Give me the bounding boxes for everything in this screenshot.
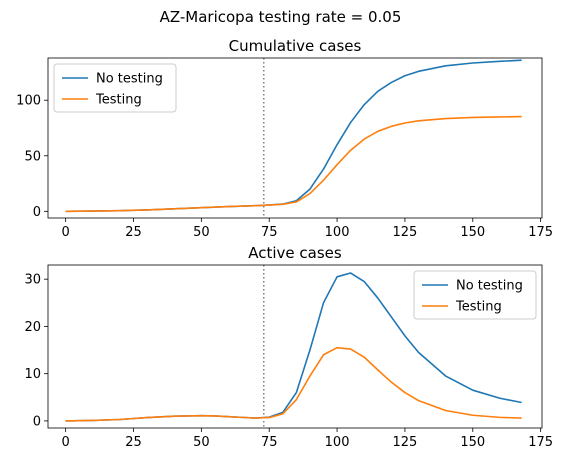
chart1-legend-label: No testing — [96, 72, 163, 87]
chart2-xtick-label: 25 — [125, 435, 142, 450]
chart1-title: Cumulative cases — [229, 37, 362, 55]
chart2-title: Active cases — [248, 244, 342, 262]
chart2-ytick-label: 30 — [24, 273, 41, 288]
chart1-xtick-label: 0 — [62, 225, 70, 240]
chart1-frame — [47, 57, 543, 219]
chart1-ytick-label: 100 — [16, 94, 41, 109]
chart2-xtick-label: 0 — [62, 435, 70, 450]
chart1-xtick-label: 125 — [393, 225, 418, 240]
chart1-legend: No testing Testing — [53, 63, 177, 113]
chart2-xtick-label: 75 — [261, 435, 278, 450]
chart2-xtick-label: 50 — [193, 435, 210, 450]
chart1-xtick-label: 75 — [261, 225, 278, 240]
chart2-ytick-label: 20 — [24, 320, 41, 335]
chart2-series-testing — [65, 346, 522, 422]
chart1-xtick-label: 25 — [125, 225, 142, 240]
chart1-xtick-label: 50 — [193, 225, 210, 240]
chart1-ytick-label: 0 — [33, 205, 41, 220]
chart1-axes: Cumulative cases 0 25 50 75 100 125 150 175 0 50 10… — [16, 37, 553, 240]
chart2-legend-label: No testing — [456, 279, 523, 294]
chart1-xtick-label: 175 — [528, 225, 553, 240]
chart2-xtick-label: 100 — [325, 435, 350, 450]
chart1-ytick-label: 50 — [24, 149, 41, 164]
chart2-legend-label: Testing — [455, 300, 502, 315]
chart2-legend: No testing Testing — [413, 270, 537, 320]
chart2-ytick-label: 10 — [24, 367, 41, 382]
chart2-xtick-label: 175 — [528, 435, 553, 450]
figure-title: AZ-Maricopa testing rate = 0.05 — [159, 8, 402, 26]
chart2-legend-box — [413, 270, 537, 320]
chart1-legend-label: Testing — [95, 93, 142, 108]
chart1-series-testing — [65, 115, 522, 213]
chart1-legend-box — [53, 63, 177, 113]
chart1-xtick-label: 100 — [325, 225, 350, 240]
chart2-xtick-label: 150 — [460, 435, 485, 450]
chart2-frame — [47, 264, 543, 429]
chart2-axes: Active cases 0 25 50 75 100 125 150 175 0 10 20 30 No… — [24, 244, 553, 450]
chart1-xtick-label: 150 — [460, 225, 485, 240]
chart2-xtick-label: 125 — [393, 435, 418, 450]
chart2-ytick-label: 0 — [33, 414, 41, 429]
